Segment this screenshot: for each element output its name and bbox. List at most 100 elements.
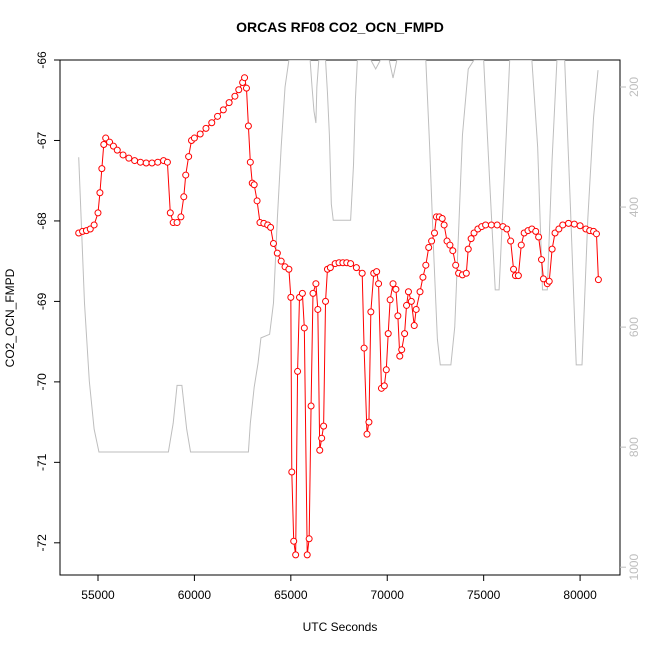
data-point: [90, 221, 98, 229]
data-point: [214, 112, 222, 120]
data-point: [292, 551, 300, 559]
data-point: [100, 140, 108, 148]
y-tick-label: -67: [35, 131, 49, 149]
data-point: [318, 434, 326, 442]
data-point: [94, 209, 102, 217]
data-point: [225, 99, 233, 107]
x-tick-label: 55000: [81, 588, 115, 602]
plot-frame: [59, 59, 621, 576]
data-point: [594, 276, 602, 284]
data-point: [202, 124, 210, 132]
data-point: [253, 197, 261, 205]
data-point: [438, 215, 446, 223]
data-point: [326, 264, 334, 272]
x-tick-label: 60000: [178, 588, 212, 602]
data-point: [96, 189, 104, 197]
data-point: [242, 84, 250, 92]
data-point: [166, 209, 174, 217]
data-point: [398, 346, 406, 354]
data-point: [412, 305, 420, 313]
data-point: [545, 277, 553, 285]
data-point: [503, 225, 511, 233]
data-point: [277, 257, 285, 265]
data-point: [322, 297, 330, 305]
data-point: [303, 551, 311, 559]
data-point: [185, 153, 193, 161]
y-axis-label: CO2_OCN_FMPD: [3, 268, 17, 367]
data-point: [142, 159, 150, 167]
data-point: [347, 260, 355, 268]
data-point: [570, 220, 578, 228]
data-point: [269, 239, 277, 247]
series-line: [78, 60, 599, 453]
data-point: [386, 296, 394, 304]
data-point: [219, 106, 227, 114]
data-point: [416, 288, 424, 296]
data-point: [294, 367, 302, 375]
data-point: [419, 273, 427, 281]
data-point: [298, 289, 306, 297]
chart-title: ORCAS RF08 CO2_OCN_FMPD: [236, 19, 444, 35]
y2-tick-label: 1000: [627, 554, 641, 581]
data-point: [401, 330, 409, 338]
x-tick-label: 65000: [274, 588, 308, 602]
y2-tick-label: 600: [627, 317, 641, 337]
data-point: [514, 272, 522, 280]
data-point: [131, 157, 139, 165]
data-point: [365, 418, 373, 426]
y-tick-label: -69: [35, 292, 49, 310]
data-point: [422, 261, 430, 269]
data-point: [358, 269, 366, 277]
data-point: [482, 221, 490, 229]
data-point: [373, 268, 381, 276]
data-point: [241, 74, 249, 82]
data-point: [565, 219, 573, 227]
data-point: [396, 352, 404, 360]
data-point: [360, 344, 368, 352]
data-point: [462, 269, 470, 277]
y2-tick-label: 800: [627, 437, 641, 457]
x-tick-label: 70000: [371, 588, 405, 602]
data-point: [538, 256, 546, 264]
data-point: [559, 221, 567, 229]
data-point: [539, 275, 547, 283]
data-point: [180, 193, 188, 201]
data-point: [235, 86, 243, 94]
data-point: [98, 165, 106, 173]
data-point: [464, 245, 472, 253]
data-point: [403, 301, 411, 309]
x-axis-label: UTC Seconds: [303, 620, 378, 634]
data-point: [148, 159, 156, 167]
y2-tick-label: 200: [627, 77, 641, 97]
data-point: [163, 158, 171, 166]
data-point: [250, 181, 258, 189]
data-point: [316, 446, 324, 454]
data-point: [487, 221, 495, 229]
data-point: [173, 219, 181, 227]
data-point: [449, 247, 457, 255]
data-point: [548, 245, 556, 253]
data-point: [507, 237, 515, 245]
data-point: [452, 261, 460, 269]
data-point: [576, 222, 584, 230]
data-point: [246, 158, 254, 166]
data-point: [352, 264, 360, 272]
y-tick-label: -72: [35, 534, 49, 552]
data-point: [532, 227, 540, 235]
data-point: [592, 230, 600, 238]
plot-area: [75, 60, 602, 559]
data-point: [309, 289, 317, 297]
data-point: [290, 537, 298, 545]
data-point: [467, 235, 475, 243]
y-tick-label: -66: [35, 51, 49, 69]
data-point: [493, 221, 501, 229]
data-point: [394, 312, 402, 320]
data-point: [407, 297, 415, 305]
x-tick-label: 75000: [467, 588, 501, 602]
data-point: [375, 280, 383, 288]
data-point: [231, 92, 239, 100]
data-point: [300, 324, 308, 332]
data-point: [288, 468, 296, 476]
data-point: [113, 146, 121, 154]
data-point: [382, 366, 390, 374]
